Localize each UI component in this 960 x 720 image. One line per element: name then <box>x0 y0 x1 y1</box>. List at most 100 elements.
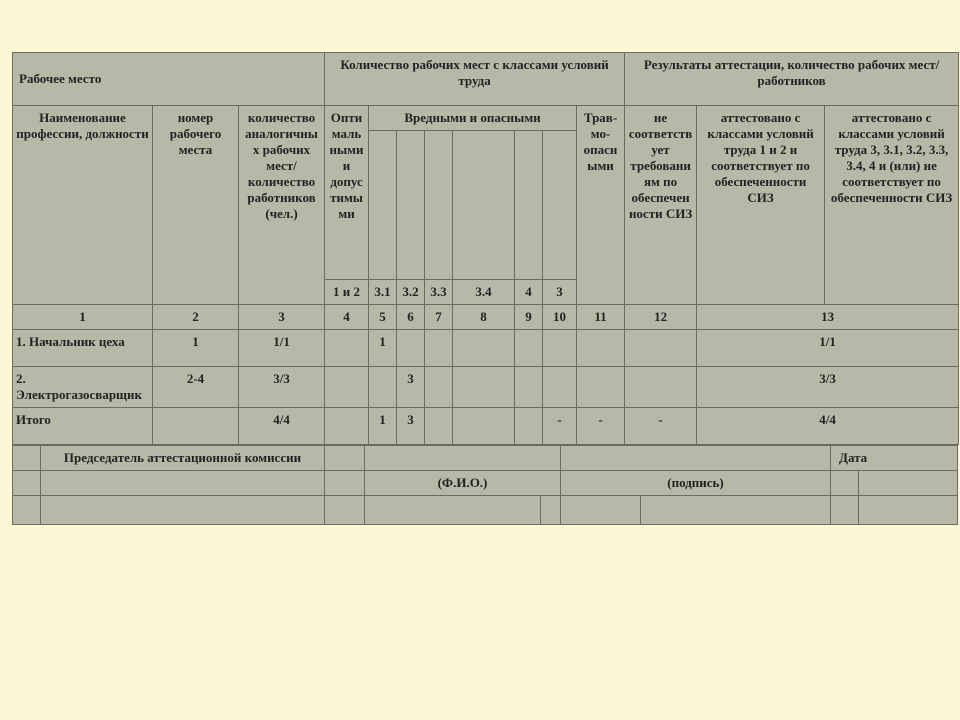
hdr-profession: Наименование профессии, должности <box>13 106 153 305</box>
footer-blank <box>561 446 831 471</box>
footer-chairman: Председатель аттестационной комиссии <box>41 446 325 471</box>
attestation-table: Рабочее место Количество рабочих мест с … <box>12 52 959 445</box>
hdr-sub-31: 3.1 <box>369 280 397 305</box>
footer-blank <box>13 496 41 525</box>
worksheet: Рабочее место Количество рабочих мест с … <box>12 52 958 525</box>
footer-blank <box>325 446 365 471</box>
cell-c10 <box>543 330 577 367</box>
cell-analog: 3/3 <box>239 367 325 408</box>
cell-c13: 1/1 <box>697 330 959 367</box>
total-row: Итого 4/4 1 3 - - - 4/4 <box>13 408 959 445</box>
hdr-not-compliant: не соответствует требованиям по обеспече… <box>625 106 697 305</box>
hdr-sub-3: 3 <box>543 280 577 305</box>
cell-wpnum: 1 <box>153 330 239 367</box>
hdr-harmful-blank-6 <box>543 131 577 280</box>
colnum-7: 7 <box>425 305 453 330</box>
footer-blank <box>41 471 325 496</box>
footer-blank <box>641 496 831 525</box>
footer-blank <box>41 496 325 525</box>
colnum-12: 12 <box>625 305 697 330</box>
total-wpnum <box>153 408 239 445</box>
cell-c7 <box>425 367 453 408</box>
cell-c10 <box>543 367 577 408</box>
colnum-4: 4 <box>325 305 369 330</box>
colnum-3: 3 <box>239 305 325 330</box>
hdr-harmful-blank-4 <box>453 131 515 280</box>
hdr-traumatic: Трав-мо-опасными <box>577 106 625 305</box>
footer-blank <box>859 471 958 496</box>
cell-name: 2. Электрогазосварщик <box>13 367 153 408</box>
hdr-sub-34: 3.4 <box>453 280 515 305</box>
colnum-11: 11 <box>577 305 625 330</box>
table-row: 2. Электрогазосварщик 2-4 3/3 3 3/3 <box>13 367 959 408</box>
total-c7 <box>425 408 453 445</box>
hdr-optimal: Оптимальными и допустимыми <box>325 106 369 280</box>
cell-c5: 1 <box>369 330 397 367</box>
hdr-sub-32: 3.2 <box>397 280 425 305</box>
hdr-workplace: Рабочее место <box>13 53 325 106</box>
cell-c5 <box>369 367 397 408</box>
signature-table: Председатель аттестационной комиссии Дат… <box>12 445 958 525</box>
hdr-sub-1-2: 1 и 2 <box>325 280 369 305</box>
cell-c7 <box>425 330 453 367</box>
hdr-harmful-blank-3 <box>425 131 453 280</box>
footer-blank <box>831 496 859 525</box>
cell-c11 <box>577 330 625 367</box>
footer-blank <box>831 471 859 496</box>
total-c5: 1 <box>369 408 397 445</box>
colnum-9: 9 <box>515 305 543 330</box>
cell-c6 <box>397 330 425 367</box>
cell-c12 <box>625 367 697 408</box>
table-row: 1. Начальник цеха 1 1/1 1 1/1 <box>13 330 959 367</box>
cell-c11 <box>577 367 625 408</box>
cell-c13: 3/3 <box>697 367 959 408</box>
footer-blank <box>541 496 561 525</box>
cell-c8 <box>453 330 515 367</box>
cell-wpnum: 2-4 <box>153 367 239 408</box>
footer-blank <box>365 446 561 471</box>
total-c13: 4/4 <box>697 408 959 445</box>
hdr-quantity-group: Количество рабочих мест с классами услов… <box>325 53 625 106</box>
footer-blank <box>325 496 365 525</box>
cell-c4 <box>325 330 369 367</box>
cell-c9 <box>515 367 543 408</box>
footer-blank <box>325 471 365 496</box>
hdr-harmful-blank-1 <box>369 131 397 280</box>
total-c8 <box>453 408 515 445</box>
footer-blank <box>13 471 41 496</box>
hdr-results-group: Результаты аттестации, количество рабочи… <box>625 53 959 106</box>
hdr-sub-4: 4 <box>515 280 543 305</box>
total-c10: - <box>543 408 577 445</box>
hdr-sub-33: 3.3 <box>425 280 453 305</box>
total-label: Итого <box>13 408 153 445</box>
cell-analog: 1/1 <box>239 330 325 367</box>
total-analog: 4/4 <box>239 408 325 445</box>
colnum-5: 5 <box>369 305 397 330</box>
cell-name: 1. Начальник цеха <box>13 330 153 367</box>
footer-fio: (Ф.И.О.) <box>365 471 561 496</box>
hdr-harmful-blank-2 <box>397 131 425 280</box>
hdr-wp-number: номер рабочего места <box>153 106 239 305</box>
footer-blank <box>365 496 541 525</box>
cell-c8 <box>453 367 515 408</box>
footer-signature: (подпись) <box>561 471 831 496</box>
footer-blank <box>859 496 958 525</box>
hdr-attested-3: аттестовано с классами условий труда 3, … <box>825 106 959 305</box>
hdr-attested-12: аттестовано с классами условий труда 1 и… <box>697 106 825 305</box>
colnum-2: 2 <box>153 305 239 330</box>
total-c6: 3 <box>397 408 425 445</box>
colnum-13: 13 <box>697 305 959 330</box>
colnum-1: 1 <box>13 305 153 330</box>
footer-blank <box>13 446 41 471</box>
total-c12: - <box>625 408 697 445</box>
cell-c4 <box>325 367 369 408</box>
footer-date-label: Дата <box>831 446 958 471</box>
cell-c12 <box>625 330 697 367</box>
total-c11: - <box>577 408 625 445</box>
colnum-6: 6 <box>397 305 425 330</box>
footer-blank <box>561 496 641 525</box>
colnum-10: 10 <box>543 305 577 330</box>
hdr-analog: количество аналогичных рабочих мест/коли… <box>239 106 325 305</box>
cell-c6: 3 <box>397 367 425 408</box>
total-c4 <box>325 408 369 445</box>
